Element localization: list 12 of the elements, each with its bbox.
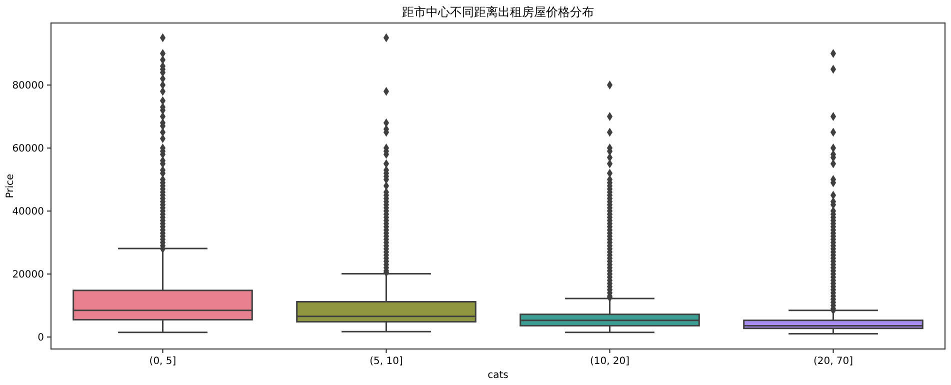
- y-tick-label: 80000: [12, 80, 44, 92]
- x-tick-label: (20, 70]: [813, 356, 854, 367]
- x-axis-title: cats: [488, 370, 508, 381]
- y-tick-label: 20000: [12, 270, 44, 281]
- x-tick-label: (5, 10]: [370, 356, 403, 367]
- y-tick-label: 60000: [12, 144, 44, 155]
- chart-title: 距市中心不同距离出租房屋价格分布: [402, 5, 594, 19]
- x-tick-label: (10, 20]: [590, 356, 630, 367]
- y-axis-title: Price: [5, 174, 16, 198]
- x-tick-label: (0, 5]: [149, 356, 176, 367]
- y-tick-label: 0: [38, 332, 44, 344]
- y-tick-label: 40000: [12, 206, 44, 218]
